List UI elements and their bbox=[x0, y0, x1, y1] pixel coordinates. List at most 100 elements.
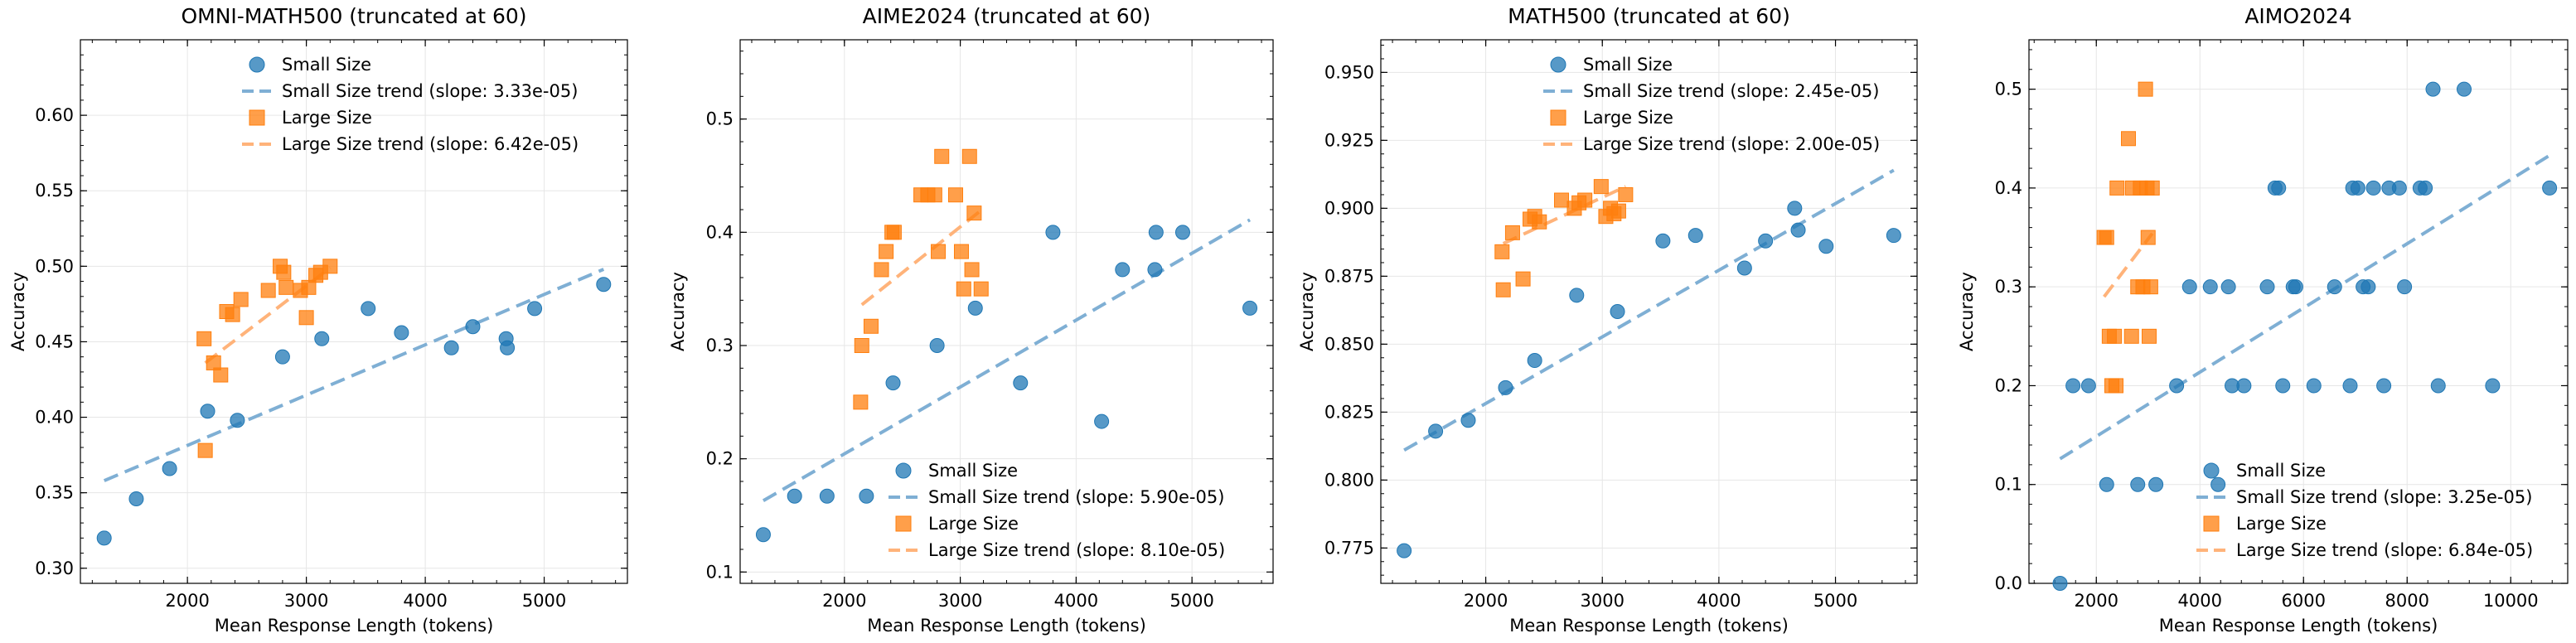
y-tick-label: 0.2 bbox=[1995, 375, 2022, 395]
chart-title: AIMO2024 bbox=[2244, 4, 2351, 28]
large-size-point bbox=[260, 283, 276, 298]
y-tick-label: 0.60 bbox=[35, 105, 74, 125]
large-size-point bbox=[2123, 328, 2139, 344]
x-tick-label: 8000 bbox=[2385, 591, 2429, 611]
legend: Small Size Small Size trend (slope: 3.33e… bbox=[242, 55, 579, 154]
chart-panel-3: 2000 3000 4000 5000 0.775 0.800 0.825 0.850 0.87… bbox=[1297, 4, 1918, 636]
large-size-point bbox=[853, 394, 869, 410]
small-size-point bbox=[1655, 233, 1671, 249]
large-size-point bbox=[1593, 179, 1609, 195]
legend-large-marker bbox=[2203, 515, 2220, 532]
small-size-point bbox=[162, 461, 177, 476]
small-size-point bbox=[2099, 476, 2114, 492]
small-size-point bbox=[465, 319, 481, 335]
large-size-point bbox=[931, 244, 947, 259]
x-tick-label: 3000 bbox=[1581, 591, 1625, 611]
small-size-point bbox=[1397, 543, 1412, 558]
x-tick-label: 6000 bbox=[2282, 591, 2326, 611]
small-size-point bbox=[2327, 279, 2342, 295]
small-size-point bbox=[2397, 279, 2413, 295]
small-size-point bbox=[2376, 378, 2392, 394]
legend-small-trend-label: Small Size trend (slope: 3.33e-05) bbox=[282, 81, 578, 101]
plot-frame bbox=[2028, 39, 2569, 584]
small-size-point bbox=[1428, 423, 1444, 439]
x-tick-label: 5000 bbox=[1169, 591, 1213, 611]
large-size-point bbox=[197, 442, 213, 458]
chart-title: OMNI-MATH500 (truncated at 60) bbox=[181, 4, 526, 28]
small-size-point bbox=[1174, 225, 1190, 240]
large-size-trend-line bbox=[2103, 232, 2154, 298]
legend-small-trend-label: Small Size trend (slope: 5.90e-05) bbox=[928, 487, 1224, 507]
x-tick-label: 2000 bbox=[822, 591, 866, 611]
small-size-point bbox=[128, 491, 144, 506]
x-axis-label: Mean Response Length (tokens) bbox=[215, 616, 494, 636]
small-size-point bbox=[1498, 380, 1513, 395]
legend-large-trend-label: Large Size trend (slope: 8.10e-05) bbox=[928, 540, 1225, 560]
small-size-point bbox=[500, 340, 516, 355]
y-tick-label: 0.35 bbox=[35, 483, 74, 503]
small-size-point bbox=[2391, 180, 2407, 196]
small-size-point bbox=[859, 488, 874, 504]
large-size-point bbox=[973, 281, 989, 297]
legend-small-marker bbox=[2203, 462, 2220, 479]
y-tick-label: 0.775 bbox=[1324, 538, 1374, 558]
y-tick-label: 0.5 bbox=[706, 109, 734, 129]
legend-large-label: Large Size bbox=[928, 514, 1019, 534]
chart-panel-2: 2000 3000 4000 5000 0.1 0.2 0.3 0.4 0.5 AIME2024 … bbox=[668, 4, 1274, 636]
small-size-point bbox=[819, 488, 835, 504]
x-tick-label: 4000 bbox=[403, 591, 447, 611]
large-size-point bbox=[863, 318, 879, 334]
small-size-point bbox=[1147, 262, 1163, 278]
small-size-point bbox=[230, 413, 245, 428]
large-size-point bbox=[1532, 214, 1547, 230]
large-size-point bbox=[1495, 282, 1511, 297]
y-tick-label: 0.800 bbox=[1324, 470, 1374, 490]
y-tick-label: 0.40 bbox=[35, 408, 74, 428]
y-tick-label: 0.825 bbox=[1324, 402, 1374, 422]
legend-large-trend-label: Large Size trend (slope: 6.84e-05) bbox=[2236, 540, 2533, 560]
legend-large-label: Large Size bbox=[1583, 108, 1673, 128]
large-size-point bbox=[964, 262, 980, 278]
y-tick-label: 0.950 bbox=[1324, 62, 1374, 82]
x-axis-label: Mean Response Length (tokens) bbox=[867, 616, 1146, 636]
small-size-point bbox=[1886, 228, 1901, 244]
small-size-point bbox=[1527, 353, 1542, 369]
legend-large-label: Large Size bbox=[282, 108, 372, 128]
large-size-point bbox=[1577, 192, 1593, 208]
legend-small-trend-label: Small Size trend (slope: 3.25e-05) bbox=[2236, 487, 2532, 507]
y-axis-label: Accuracy bbox=[1297, 272, 1317, 351]
large-size-point bbox=[1515, 271, 1531, 287]
small-size-point bbox=[2425, 81, 2441, 97]
legend-small-marker bbox=[895, 462, 912, 479]
small-size-point bbox=[2181, 279, 2197, 295]
large-size-point bbox=[2107, 328, 2123, 344]
small-size-point bbox=[1790, 222, 1806, 238]
small-size-point bbox=[2342, 378, 2358, 394]
legend-large-label: Large Size bbox=[2236, 514, 2327, 534]
large-size-trend-line bbox=[204, 266, 332, 365]
small-size-point bbox=[2418, 180, 2433, 196]
small-size-point bbox=[2210, 476, 2226, 492]
large-size-point bbox=[961, 148, 977, 164]
large-size-point bbox=[947, 187, 963, 203]
x-tick-label: 2000 bbox=[2075, 591, 2118, 611]
large-size-point bbox=[1504, 225, 1520, 240]
large-size-point bbox=[196, 331, 212, 346]
small-size-point bbox=[1115, 262, 1131, 278]
large-size-point bbox=[874, 262, 889, 278]
small-size-point bbox=[1787, 201, 1803, 216]
y-tick-label: 0.50 bbox=[35, 256, 74, 276]
small-size-point bbox=[2288, 279, 2303, 295]
small-size-trend-line bbox=[103, 268, 605, 482]
y-axis-label: Accuracy bbox=[668, 272, 688, 351]
large-size-trend-line bbox=[1502, 185, 1627, 245]
large-size-point bbox=[2143, 279, 2158, 295]
small-size-point bbox=[967, 300, 983, 316]
large-size-point bbox=[2109, 378, 2123, 394]
legend-small-label: Small Size bbox=[1583, 55, 1673, 75]
chart-title: AIME2024 (truncated at 60) bbox=[863, 4, 1151, 28]
small-size-point bbox=[361, 301, 376, 317]
small-size-point bbox=[596, 277, 612, 292]
large-size-point bbox=[1494, 244, 1510, 259]
